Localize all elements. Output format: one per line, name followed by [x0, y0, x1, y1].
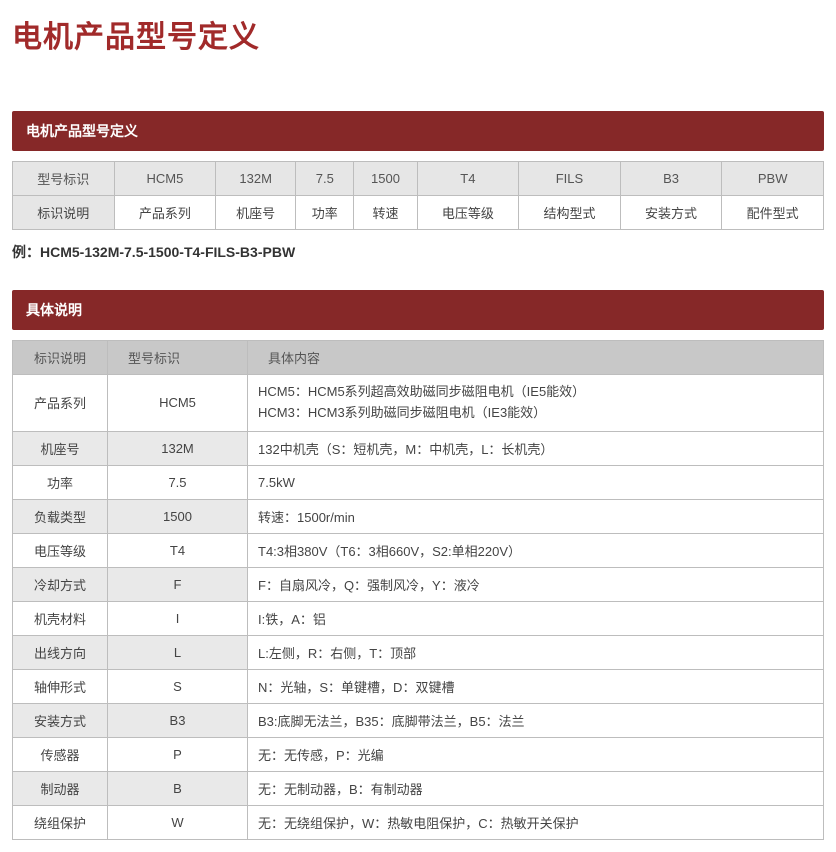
- detail-code-cell: P: [108, 737, 248, 771]
- cell-value: PBW: [722, 162, 824, 196]
- table-row: 轴伸形式SN：光轴，S：单键槽，D：双键槽: [13, 669, 824, 703]
- detail-label-cell: 负载类型: [13, 499, 108, 533]
- detail-table: 标识说明 型号标识 具体内容 产品系列HCM5HCM5：HCM5系列超高效助磁同…: [12, 340, 824, 840]
- detail-code-cell: B3: [108, 703, 248, 737]
- cell-value: T4: [417, 162, 519, 196]
- detail-content-cell: L:左侧，R：右侧，T：顶部: [248, 635, 824, 669]
- table-row: 产品系列HCM5HCM5：HCM5系列超高效助磁同步磁阻电机（IE5能效）HCM…: [13, 375, 824, 432]
- detail-code-cell: I: [108, 601, 248, 635]
- head-cell: 具体内容: [248, 341, 824, 375]
- table-row: 标识说明 产品系列 机座号 功率 转速 电压等级 结构型式 安装方式 配件型式: [13, 196, 824, 230]
- detail-label-cell: 功率: [13, 465, 108, 499]
- detail-code-cell: 7.5: [108, 465, 248, 499]
- detail-content-cell: HCM5：HCM5系列超高效助磁同步磁阻电机（IE5能效）HCM3：HCM3系列…: [248, 375, 824, 432]
- detail-content-cell: 无：无制动器，B：有制动器: [248, 771, 824, 805]
- table-row: 型号标识 HCM5 132M 7.5 1500 T4 FILS B3 PBW: [13, 162, 824, 196]
- cell-value: 转速: [354, 196, 417, 230]
- cell-label: 型号标识: [13, 162, 115, 196]
- detail-code-cell: B: [108, 771, 248, 805]
- table-row: 传感器P无：无传感，P：光编: [13, 737, 824, 771]
- detail-code-cell: S: [108, 669, 248, 703]
- cell-value: B3: [620, 162, 722, 196]
- detail-label-cell: 制动器: [13, 771, 108, 805]
- cell-value: FILS: [519, 162, 621, 196]
- detail-content-cell: F：自扇风冷，Q：强制风冷，Y：液冷: [248, 567, 824, 601]
- table-row: 安装方式B3B3:底脚无法兰，B35：底脚带法兰，B5：法兰: [13, 703, 824, 737]
- detail-content-cell: I:铁，A：铝: [248, 601, 824, 635]
- cell-value: 电压等级: [417, 196, 519, 230]
- table-row: 机座号132M132中机壳（S：短机壳，M：中机壳，L：长机壳）: [13, 431, 824, 465]
- table-row: 功率7.57.5kW: [13, 465, 824, 499]
- detail-label-cell: 电压等级: [13, 533, 108, 567]
- cell-value: 产品系列: [114, 196, 216, 230]
- table-row: 机壳材料II:铁，A：铝: [13, 601, 824, 635]
- cell-value: 配件型式: [722, 196, 824, 230]
- section-banner-detail: 具体说明: [12, 290, 824, 330]
- detail-label-cell: 冷却方式: [13, 567, 108, 601]
- cell-value: HCM5: [114, 162, 216, 196]
- table-row: 绕组保护W无：无绕组保护，W：热敏电阻保护，C：热敏开关保护: [13, 805, 824, 839]
- detail-code-cell: 1500: [108, 499, 248, 533]
- cell-value: 机座号: [216, 196, 296, 230]
- model-code-table: 型号标识 HCM5 132M 7.5 1500 T4 FILS B3 PBW 标…: [12, 161, 824, 230]
- detail-label-cell: 机座号: [13, 431, 108, 465]
- table-row: 冷却方式FF：自扇风冷，Q：强制风冷，Y：液冷: [13, 567, 824, 601]
- detail-label-cell: 机壳材料: [13, 601, 108, 635]
- cell-value: 1500: [354, 162, 417, 196]
- detail-code-cell: HCM5: [108, 375, 248, 432]
- detail-label-cell: 轴伸形式: [13, 669, 108, 703]
- section-banner-model-def: 电机产品型号定义: [12, 111, 824, 151]
- detail-content-cell: B3:底脚无法兰，B35：底脚带法兰，B5：法兰: [248, 703, 824, 737]
- detail-content-cell: T4:3相380V（T6：3相660V，S2:单相220V）: [248, 533, 824, 567]
- detail-label-cell: 传感器: [13, 737, 108, 771]
- cell-value: 结构型式: [519, 196, 621, 230]
- table-head-row: 标识说明 型号标识 具体内容: [13, 341, 824, 375]
- detail-content-cell: 转速：1500r/min: [248, 499, 824, 533]
- detail-code-cell: L: [108, 635, 248, 669]
- table-row: 制动器B无：无制动器，B：有制动器: [13, 771, 824, 805]
- detail-content-cell: 无：无绕组保护，W：热敏电阻保护，C：热敏开关保护: [248, 805, 824, 839]
- detail-label-cell: 出线方向: [13, 635, 108, 669]
- head-cell: 型号标识: [108, 341, 248, 375]
- table-row: 出线方向LL:左侧，R：右侧，T：顶部: [13, 635, 824, 669]
- cell-value: 功率: [296, 196, 354, 230]
- detail-content-cell: 132中机壳（S：短机壳，M：中机壳，L：长机壳）: [248, 431, 824, 465]
- cell-value: 安装方式: [620, 196, 722, 230]
- detail-content-cell: N：光轴，S：单键槽，D：双键槽: [248, 669, 824, 703]
- detail-code-cell: F: [108, 567, 248, 601]
- detail-code-cell: T4: [108, 533, 248, 567]
- detail-label-cell: 安装方式: [13, 703, 108, 737]
- cell-label: 标识说明: [13, 196, 115, 230]
- table-row: 负载类型1500转速：1500r/min: [13, 499, 824, 533]
- example-text: 例：HCM5-132M-7.5-1500-T4-FILS-B3-PBW: [12, 242, 824, 262]
- head-cell: 标识说明: [13, 341, 108, 375]
- cell-value: 132M: [216, 162, 296, 196]
- cell-value: 7.5: [296, 162, 354, 196]
- detail-label-cell: 产品系列: [13, 375, 108, 432]
- table-row: 电压等级T4T4:3相380V（T6：3相660V，S2:单相220V）: [13, 533, 824, 567]
- detail-content-cell: 7.5kW: [248, 465, 824, 499]
- page-title: 电机产品型号定义: [12, 12, 824, 56]
- detail-content-cell: 无：无传感，P：光编: [248, 737, 824, 771]
- detail-code-cell: W: [108, 805, 248, 839]
- detail-label-cell: 绕组保护: [13, 805, 108, 839]
- detail-code-cell: 132M: [108, 431, 248, 465]
